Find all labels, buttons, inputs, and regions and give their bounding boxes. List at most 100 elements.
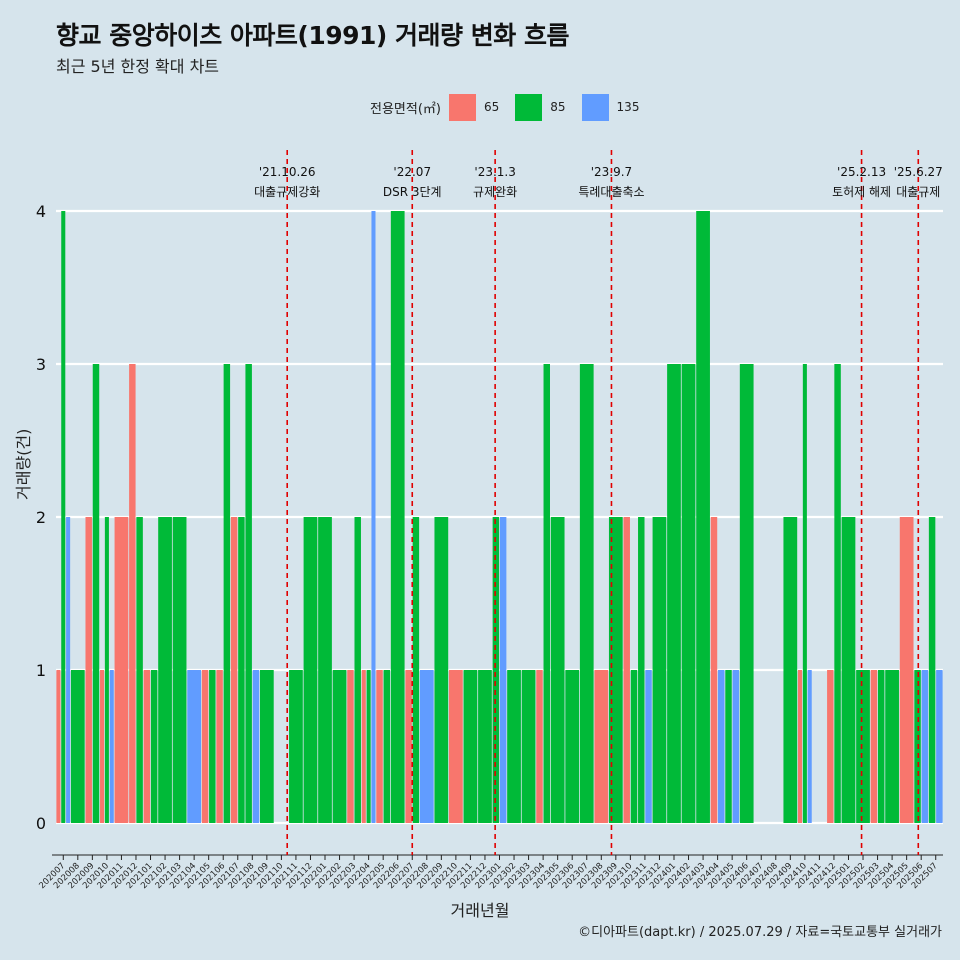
y-tick-label: 0 [36,814,46,833]
bar-135-202104 [187,670,202,823]
bar-65-202012 [129,364,136,823]
bar-85-202312 [652,517,667,823]
y-axis-label: 거래량(건) [14,428,33,500]
event-name-label: 특례대출축소 [578,185,644,199]
legend-title: 전용면적(㎡) [370,101,441,117]
bar-65-202007 [56,670,61,823]
bar-85-202101 [150,670,158,823]
bar-85-202111 [289,670,303,823]
bar-85-202401 [667,364,681,823]
bar-85-202304 [543,364,550,823]
legend-label-85: 85 [550,100,566,114]
bar-135-202410 [807,670,812,823]
bar-65-202107 [230,517,238,823]
bar-85-202410 [802,364,807,823]
event-name-label: 대출규제강화 [254,185,320,199]
bar-135-202301 [499,517,507,823]
bar-65-202210 [449,670,463,823]
bar-85-202008 [70,670,85,823]
chart-subtitle: 최근 5년 한정 확대 차트 [56,57,220,76]
bar-85-202106 [223,364,231,823]
bar-85-202504 [885,670,899,823]
bar-65-202203 [347,670,354,823]
event-name-label: 대출규제 [896,185,940,199]
event-date-label: '23.9.7 [591,165,632,179]
bar-135-202506 [921,670,929,823]
legend-label-135: 135 [616,100,640,114]
bar-85-202202 [332,670,347,823]
legend: 전용면적(㎡) 65 85 135 [370,93,655,121]
bar-85-202212 [478,670,492,823]
bar-85-202205 [383,670,391,823]
y-tick-label: 4 [36,202,46,221]
bar-135-202404 [718,670,725,823]
bar-65-202205 [376,670,383,823]
bar-85-202403 [696,211,710,823]
bar-65-202505 [899,517,914,823]
bar-65-202009 [85,517,92,823]
bar-65-202412 [827,670,834,823]
bar-85-202307 [579,364,594,823]
bar-85-202310 [630,670,638,823]
bar-85-202305 [550,517,565,823]
bar-85-202112 [303,517,318,823]
bar-65-202010 [100,670,105,823]
event-date-label: '23.1.3 [474,165,515,179]
bar-135-202108 [252,670,260,823]
bar-85-202502 [856,670,870,823]
bar-65-202011 [114,517,129,823]
bar-85-202007 [61,211,66,823]
event-date-label: '25.2.13 [837,165,886,179]
bar-85-202203 [354,517,361,823]
bar-65-202304 [536,670,543,823]
event-name-label: 토허제 해제 [832,185,891,199]
bar-85-202206 [390,211,405,823]
bar-135-202311 [645,670,652,823]
bar-65-202503 [870,670,878,823]
bar-65-202101 [143,670,151,823]
legend-label-65: 65 [483,100,500,114]
bar-85-202311 [638,517,645,823]
bar-85-202507 [928,517,936,823]
bar-85-202309 [608,517,623,823]
y-tick-label: 3 [36,355,46,374]
event-date-label: '25.6.27 [894,165,943,179]
x-axis-label: 거래년월 [450,901,510,920]
chart-title: 향교 중앙하이츠 아파트(1991) 거래량 변화 흐름 [56,21,569,50]
bar-85-202204 [366,670,371,823]
bar-85-202107 [238,517,245,823]
bar-85-202010 [104,517,109,823]
bar-85-202406 [739,364,754,823]
bar-65-202204 [361,670,366,823]
bar-85-202409 [783,517,798,823]
bar-85-202102 [158,517,172,823]
bar-85-202105 [209,670,216,823]
bar-65-202106 [216,670,223,823]
bar-85-202501 [841,517,856,823]
bar-85-202108 [245,364,252,823]
bar-85-202207 [412,517,420,823]
bar-65-202404 [710,517,718,823]
bar-85-202405 [725,670,732,823]
bar-135-202007 [66,517,71,823]
event-date-label: '21.10.26 [259,165,316,179]
bar-65-202410 [797,670,803,823]
bar-65-202308 [594,670,609,823]
bar-85-202209 [434,517,449,823]
bar-85-202211 [463,670,478,823]
bar-85-202301 [492,517,500,823]
legend-swatch-65 [448,93,476,121]
bar-85-202109 [259,670,274,823]
event-date-label: '22.07 [393,165,431,179]
bar-135-202507 [936,670,943,823]
bar-135-202010 [109,670,114,823]
bar-135-202208 [419,670,434,823]
bar-135-202204 [371,211,376,823]
bar-85-202103 [172,517,187,823]
bar-85-202302 [507,670,521,823]
event-name-label: 규제완화 [473,185,517,199]
bar-85-202303 [521,670,536,823]
bar-85-202306 [565,670,580,823]
bar-65-202207 [405,670,412,823]
